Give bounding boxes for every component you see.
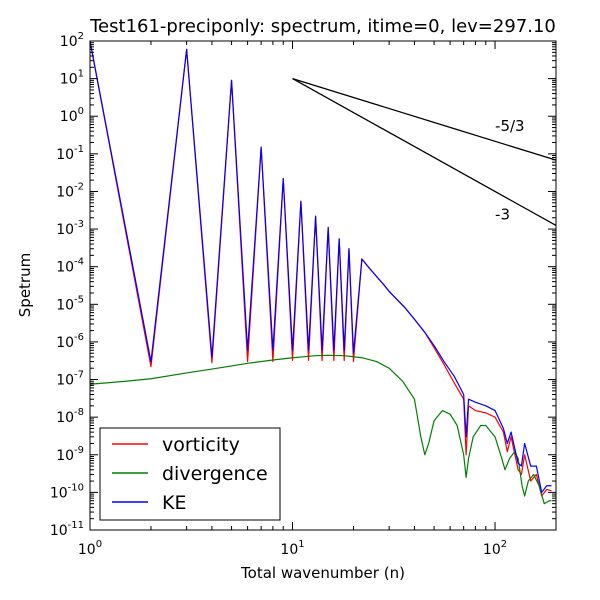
legend-label: divergence	[162, 463, 268, 485]
chart-title: Test161-preciponly: spectrum, itime=0, l…	[89, 16, 556, 37]
y-tick-label: 10-2	[56, 181, 84, 200]
series-line-ke	[89, 40, 552, 493]
y-tick-label: 102	[60, 31, 84, 50]
y-tick-label: 10-1	[56, 144, 84, 163]
plot-frame	[89, 40, 557, 531]
y-tick-label: 10-8	[56, 407, 84, 426]
x-axis-label: Total wavenumber (n)	[240, 564, 405, 582]
y-tick-label: 10-6	[56, 332, 84, 351]
reference-slope-line	[292, 78, 557, 226]
y-tick-label: 101	[60, 69, 84, 88]
reference-slope-label: -5/3	[495, 117, 525, 135]
x-axis-ticks: 100 101 102	[78, 41, 557, 558]
legend-label: vorticity	[162, 434, 240, 456]
y-tick-label: 10-5	[56, 294, 84, 313]
reference-slope-label: -3	[495, 205, 510, 223]
reference-lines: -5/3 -3	[292, 77, 557, 226]
reference-slope-line	[292, 77, 557, 161]
series-lines	[89, 40, 552, 505]
legend: vorticity divergence KE	[99, 427, 281, 521]
x-tick-label: 100	[78, 539, 102, 558]
series-line-divergence	[89, 354, 552, 505]
y-axis-ticks: 10-11 10-10 10-9 10-8 10-7 10-6 10-5 10-4 10-3 10…	[50, 31, 556, 539]
y-tick-label: 10-9	[56, 445, 84, 464]
y-tick-label: 10-11	[50, 520, 84, 539]
x-tick-label: 102	[483, 539, 507, 558]
y-axis-label: Spetrum	[16, 253, 34, 317]
y-tick-label: 100	[60, 106, 84, 125]
legend-label: KE	[162, 492, 186, 514]
y-tick-label: 10-10	[50, 482, 84, 501]
y-tick-label: 10-4	[56, 257, 84, 276]
y-tick-label: 10-7	[56, 370, 84, 389]
x-tick-label: 101	[280, 539, 304, 558]
y-tick-label: 10-3	[56, 219, 84, 238]
